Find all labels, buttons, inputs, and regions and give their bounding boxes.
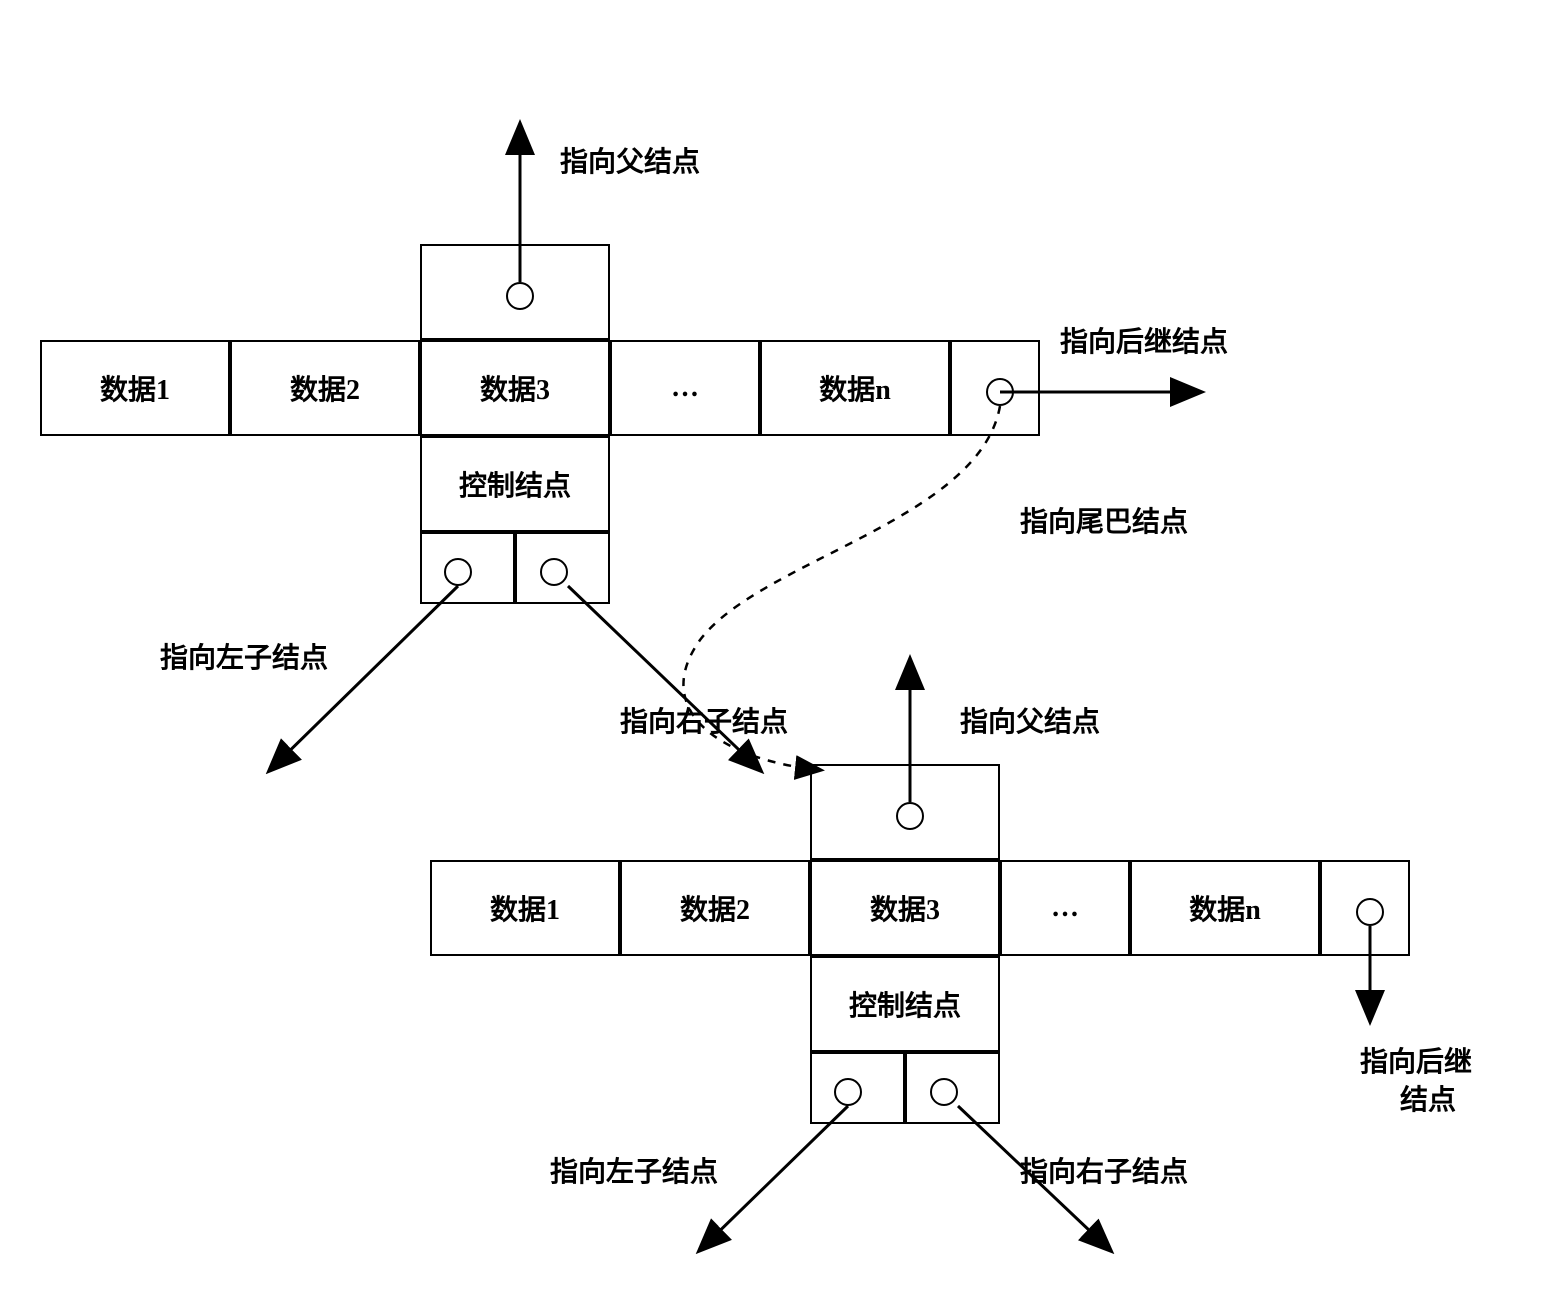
- top-successor-pointer-circle: [986, 378, 1014, 406]
- top-datan-cell: 数据n: [760, 340, 950, 436]
- label-top-parent: 指向父结点: [560, 140, 700, 180]
- top-ellipsis-cell: …: [610, 340, 760, 436]
- label-top-lchild: 指向左子结点: [160, 636, 328, 676]
- arrow-top-rchild: [568, 586, 760, 770]
- bot-rchild-pointer-circle: [930, 1078, 958, 1106]
- label-bot-lchild: 指向左子结点: [550, 1150, 718, 1190]
- arrow-top-lchild: [270, 586, 458, 770]
- label-bot-successor-l1: 指向后继: [1360, 1040, 1472, 1080]
- bot-successor-pointer-circle: [1356, 898, 1384, 926]
- arrow-bot-lchild: [700, 1106, 848, 1250]
- top-rchild-pointer-circle: [540, 558, 568, 586]
- label-bot-parent: 指向父结点: [960, 700, 1100, 740]
- label-top-rchild: 指向右子结点: [620, 700, 788, 740]
- bot-data2-cell: 数据2: [620, 860, 810, 956]
- top-data2-cell: 数据2: [230, 340, 420, 436]
- bot-control-cell: 控制结点: [810, 956, 1000, 1052]
- bot-data1-cell: 数据1: [430, 860, 620, 956]
- bot-ellipsis-cell: …: [1000, 860, 1130, 956]
- top-control-cell: 控制结点: [420, 436, 610, 532]
- bot-datan-cell: 数据n: [1130, 860, 1320, 956]
- top-data1-cell: 数据1: [40, 340, 230, 436]
- label-bot-rchild: 指向右子结点: [1020, 1150, 1188, 1190]
- bot-parent-pointer-circle: [896, 802, 924, 830]
- label-bot-successor-l2: 结点: [1400, 1078, 1456, 1118]
- label-top-successor: 指向后继结点: [1060, 320, 1228, 360]
- top-parent-pointer-circle: [506, 282, 534, 310]
- top-data3-cell: 数据3: [420, 340, 610, 436]
- top-lchild-pointer-circle: [444, 558, 472, 586]
- bot-lchild-pointer-circle: [834, 1078, 862, 1106]
- label-top-tail: 指向尾巴结点: [1020, 500, 1188, 540]
- bot-data3-cell: 数据3: [810, 860, 1000, 956]
